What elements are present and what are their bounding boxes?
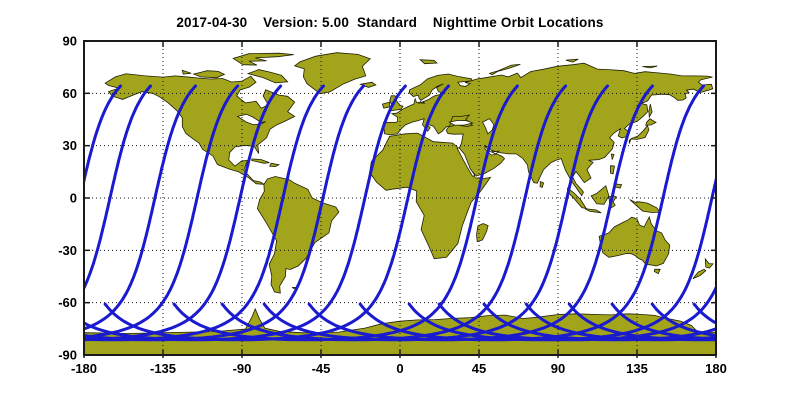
water-red-sea xyxy=(456,147,476,177)
orbit-track-3 xyxy=(84,84,240,339)
orbit-track-1 xyxy=(84,84,152,292)
landmass-nz-north xyxy=(704,257,714,269)
landmass-hispaniola xyxy=(269,162,281,168)
orbit-track-6 xyxy=(650,302,716,337)
y-tick-label--60: -60 xyxy=(58,295,77,310)
orbit-track-2 xyxy=(84,84,197,331)
landmass-sakhalin xyxy=(648,104,653,119)
x-tick-label--90: -90 xyxy=(233,361,252,376)
y-tick-label-60: 60 xyxy=(63,86,77,101)
landmass-australia xyxy=(598,215,671,267)
landmass-banks-is xyxy=(181,69,192,75)
y-tick-label--30: -30 xyxy=(58,243,77,258)
orbit-tracks-layer xyxy=(24,84,772,342)
x-tick-label-180: 180 xyxy=(705,361,727,376)
orbit-track-2 xyxy=(482,302,716,342)
x-tick-label--45: -45 xyxy=(312,361,331,376)
landmass-severnaya-zemlya xyxy=(565,58,579,63)
y-tick-label-90: 90 xyxy=(63,34,77,49)
landmass-new-siberian-is xyxy=(642,65,658,69)
orbit-track-13 xyxy=(24,86,71,228)
x-tick-label-135: 135 xyxy=(626,361,648,376)
orbit-track-14 xyxy=(84,84,122,187)
landmass-new-guinea xyxy=(629,199,661,213)
orbit-track-6 xyxy=(84,84,365,342)
landmass-baffin xyxy=(246,69,289,84)
landmass-eurasia xyxy=(382,62,714,197)
landmass-java xyxy=(584,208,602,214)
landmass-greenland xyxy=(293,52,371,95)
orbit-track-4 xyxy=(84,84,283,342)
landmass-madagascar xyxy=(476,223,489,243)
landmass-luzon xyxy=(610,165,615,175)
x-tick-label--135: -135 xyxy=(150,361,176,376)
landmass-south-america xyxy=(256,176,340,294)
y-tick-label--90: -90 xyxy=(58,348,77,363)
x-tick-label--180: -180 xyxy=(71,361,97,376)
landmass-cuba xyxy=(251,158,270,164)
orbit-track-7 xyxy=(692,302,716,325)
x-tick-label-0: 0 xyxy=(396,361,403,376)
tick-labels-layer: -180 -135 -90 -45 0 45 90 135 180 90 60 30 0 -30 -60 -9… xyxy=(58,34,727,377)
landmass-svalbard xyxy=(419,59,438,65)
orbit-track-5 xyxy=(84,84,325,342)
landmass-novaya-zemlya xyxy=(488,64,521,76)
landmass-taiwan xyxy=(610,153,615,160)
x-tick-label-45: 45 xyxy=(472,361,486,376)
y-tick-label-30: 30 xyxy=(63,138,77,153)
landmass-north-america xyxy=(104,73,296,185)
ticks-layer xyxy=(83,40,717,358)
landmass-ellesmere xyxy=(232,52,294,66)
landmass-hokkaido xyxy=(645,118,657,126)
landmass-victoria-is xyxy=(192,70,226,79)
water-caspian-sea xyxy=(481,118,495,135)
landmass-japan-honshu xyxy=(628,124,650,144)
landmass-iceland xyxy=(359,81,377,88)
landmass-nz-south xyxy=(692,268,707,279)
water-black-sea xyxy=(448,119,474,126)
landmass-ireland xyxy=(381,101,390,109)
orbit-track-14 xyxy=(407,173,716,342)
x-tick-label-90: 90 xyxy=(551,361,565,376)
plot-title: 2017-04-30 Version: 5.00 Standard Nightt… xyxy=(176,15,604,30)
orbit-track-8 xyxy=(737,304,772,329)
landmass-borneo xyxy=(590,185,610,205)
landmass-tasmania xyxy=(653,268,661,275)
y-tick-label-0: 0 xyxy=(70,191,77,206)
landmass-sri-lanka xyxy=(539,181,545,188)
